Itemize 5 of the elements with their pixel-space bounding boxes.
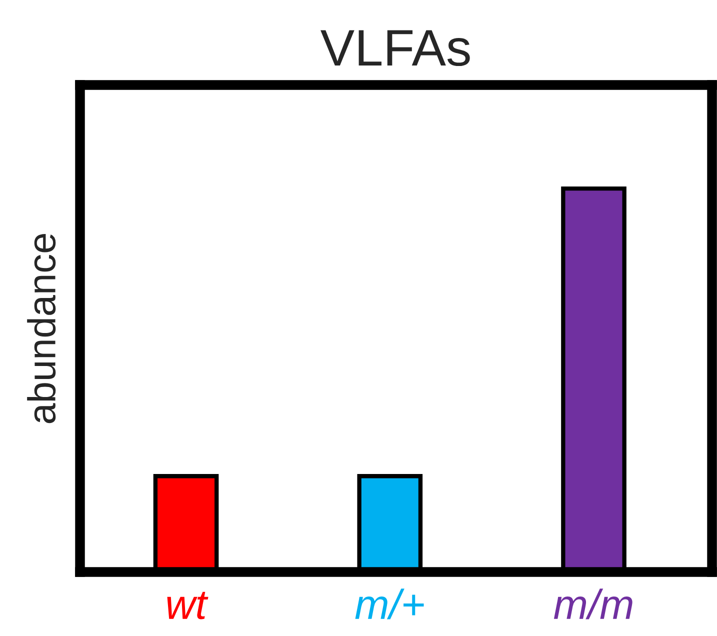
x-tick-label: wt bbox=[167, 592, 208, 620]
x-tick-label: m/+ bbox=[355, 588, 424, 620]
chart-title: VLFAs bbox=[320, 30, 470, 66]
y-axis-title: abundance bbox=[27, 234, 56, 424]
x-tick-label: m/m bbox=[554, 588, 632, 620]
